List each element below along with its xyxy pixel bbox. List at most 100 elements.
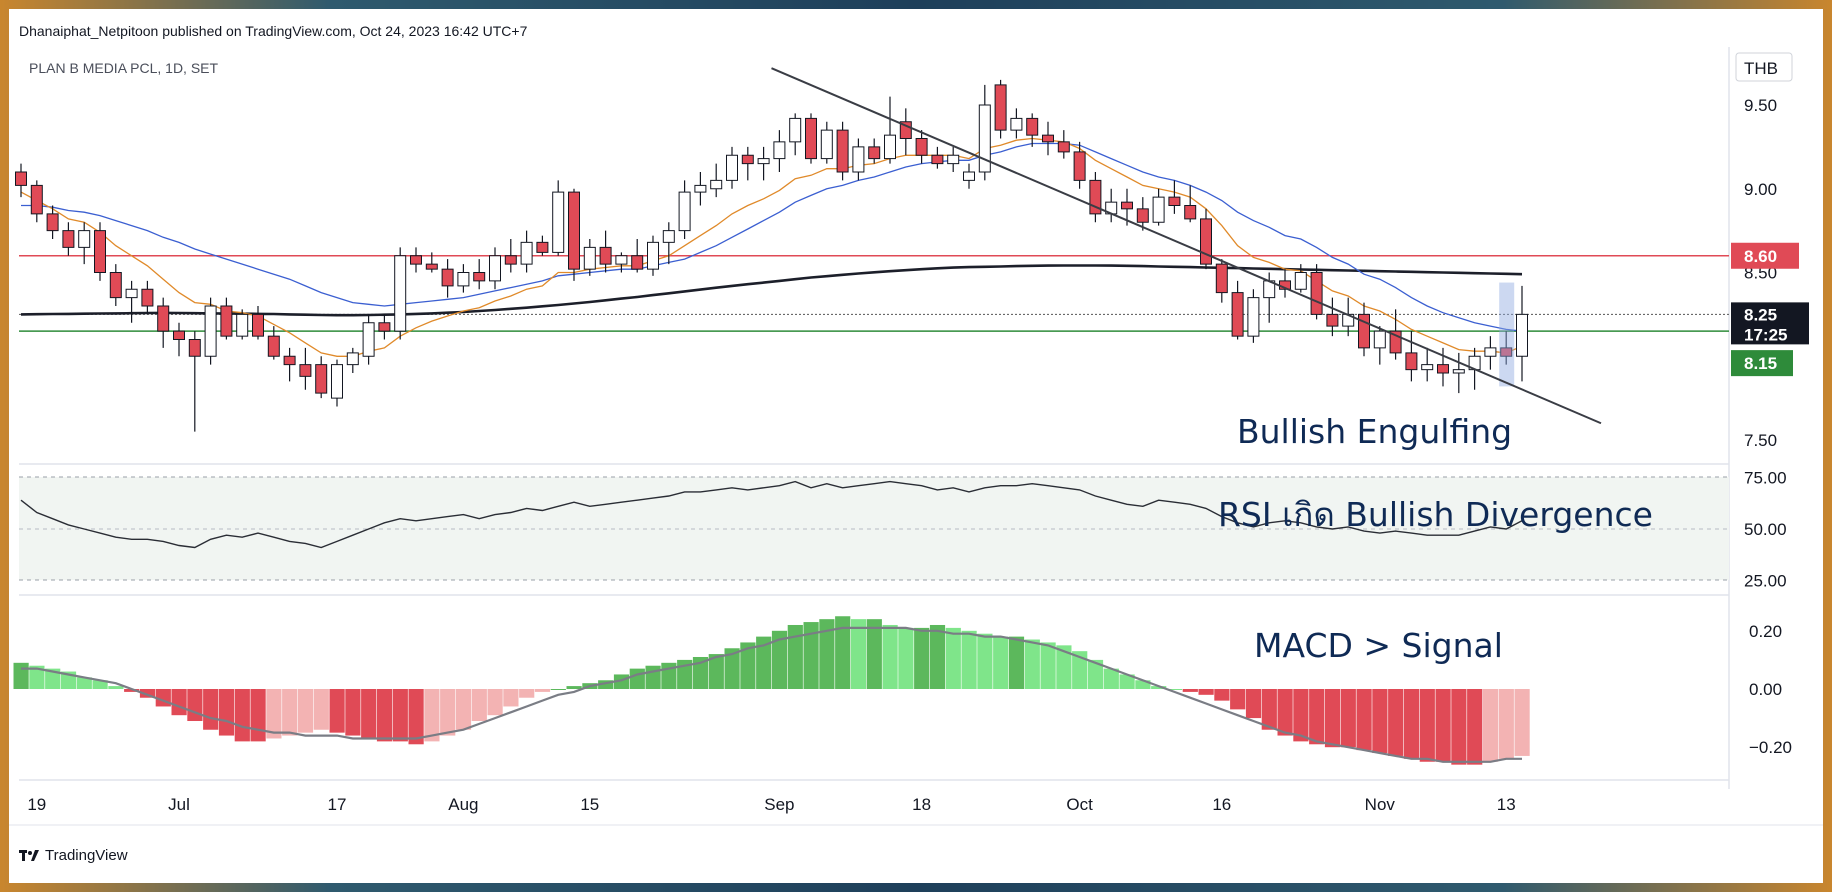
macd-histogram-bar bbox=[945, 627, 961, 689]
macd-histogram-bar bbox=[266, 689, 282, 739]
macd-histogram-bar bbox=[598, 680, 614, 689]
candle-body bbox=[94, 230, 106, 273]
macd-histogram-bar bbox=[203, 689, 219, 730]
time-tick: Oct bbox=[1066, 795, 1093, 814]
candle-body bbox=[1516, 313, 1528, 357]
candle-body bbox=[631, 255, 644, 270]
candle-body bbox=[947, 154, 960, 165]
candle-body bbox=[267, 335, 280, 357]
ema-slow-line bbox=[21, 142, 1523, 332]
moving-averages bbox=[20, 137, 1523, 357]
candle-body bbox=[726, 154, 738, 181]
support-price-tag bbox=[1731, 350, 1793, 377]
macd-ticks: 0.20 0.00 −0.20 bbox=[1749, 622, 1792, 757]
macd-tick: 0.00 bbox=[1749, 680, 1782, 699]
macd-histogram-bar bbox=[171, 689, 187, 716]
candle-body bbox=[899, 121, 912, 139]
candle-body bbox=[694, 184, 707, 193]
candle-body bbox=[931, 154, 944, 165]
candle-body bbox=[109, 272, 122, 299]
macd-histogram-bar bbox=[408, 689, 424, 745]
footer: TradingView bbox=[19, 847, 128, 864]
candle-body bbox=[362, 322, 375, 357]
time-tick: Sep bbox=[764, 795, 794, 814]
macd-histogram-bar bbox=[76, 677, 92, 689]
time-tick: 18 bbox=[912, 795, 931, 814]
macd-tick: 0.20 bbox=[1749, 622, 1782, 641]
macd-histogram-bar bbox=[187, 689, 203, 722]
macd-histogram-bar bbox=[1119, 674, 1135, 689]
symbol-legend[interactable]: PLAN B MEDIA PCL, 1D, SET bbox=[29, 60, 219, 76]
candle-body bbox=[520, 241, 533, 265]
tradingview-brand[interactable]: TradingView bbox=[45, 847, 128, 864]
macd-histogram-bar bbox=[1230, 689, 1246, 710]
macd-histogram-bar bbox=[1182, 689, 1198, 692]
macd-histogram-bar bbox=[45, 668, 61, 689]
macd-histogram-bar bbox=[1435, 689, 1451, 762]
price-ticks: 9.509.008.507.50 bbox=[1744, 96, 1777, 450]
candle-body bbox=[78, 230, 91, 248]
candle-body bbox=[1136, 208, 1149, 223]
macd-histogram-bar bbox=[297, 689, 314, 733]
candle-body bbox=[1089, 179, 1102, 215]
support-price-label: 8.15 bbox=[1744, 354, 1777, 373]
candle-body bbox=[599, 246, 612, 265]
macd-histogram-bar bbox=[1514, 689, 1530, 756]
candle-body bbox=[820, 129, 833, 160]
candles bbox=[15, 79, 1528, 432]
macd-histogram-bar bbox=[1040, 642, 1056, 689]
macd-histogram-bar bbox=[1419, 689, 1435, 762]
candle-body bbox=[15, 171, 27, 186]
candle-body bbox=[1373, 330, 1386, 349]
macd-histogram-bar bbox=[1309, 689, 1325, 745]
last-price-tag bbox=[1731, 302, 1809, 345]
time-tick: 13 bbox=[1497, 795, 1516, 814]
macd-histogram-bar bbox=[1151, 686, 1167, 689]
macd-histogram-bar bbox=[819, 619, 835, 689]
candle-body bbox=[331, 364, 343, 399]
candle-body bbox=[315, 364, 328, 394]
macd-histogram-bar bbox=[724, 648, 740, 689]
currency-box[interactable] bbox=[1735, 52, 1793, 82]
macd-histogram-bar bbox=[282, 689, 298, 736]
macd-histogram-bar bbox=[1340, 689, 1356, 748]
time-tick: 17 bbox=[328, 795, 347, 814]
chart-card: Dhanaiphat_Netpitoon published on Tradin… bbox=[9, 9, 1823, 883]
macd-histogram-bar bbox=[914, 627, 930, 689]
macd-histogram-bar bbox=[771, 630, 788, 689]
candle-body bbox=[1200, 218, 1212, 265]
candle-body bbox=[489, 255, 501, 282]
macd-histogram-bar bbox=[124, 689, 140, 692]
candle-body bbox=[410, 255, 422, 265]
macd-histogram-bar bbox=[487, 689, 503, 716]
candle-body bbox=[536, 241, 549, 253]
candle-body bbox=[220, 305, 233, 337]
countdown-label: 17:25 bbox=[1744, 325, 1787, 344]
macd-pane bbox=[13, 616, 1530, 765]
macd-histogram-bar bbox=[424, 689, 440, 742]
macd-histogram-bar bbox=[250, 689, 266, 742]
time-tick: Aug bbox=[448, 795, 478, 814]
macd-histogram-bar bbox=[756, 636, 772, 689]
macd-histogram-bar bbox=[850, 619, 867, 689]
candle-body bbox=[773, 141, 786, 160]
time-tick: 16 bbox=[1212, 795, 1231, 814]
macd-histogram-bar bbox=[234, 689, 250, 742]
time-axis: 19 Jul 17 Aug 15 Sep 18 Oct 16 Nov 13 bbox=[27, 795, 1515, 814]
macd-histogram-bar bbox=[787, 624, 803, 689]
down-trendline[interactable] bbox=[771, 67, 1602, 425]
last-price-label: 8.25 bbox=[1744, 305, 1777, 324]
macd-histogram-bar bbox=[566, 686, 582, 689]
candle-body bbox=[125, 288, 138, 299]
candle-body bbox=[1452, 369, 1465, 374]
macd-histogram-bar bbox=[471, 689, 487, 722]
macd-histogram-bar bbox=[345, 689, 361, 736]
candle-body bbox=[836, 129, 849, 173]
engulfing-highlight bbox=[1499, 282, 1515, 387]
macd-histogram-bar bbox=[1087, 659, 1104, 689]
resistance-price-tag bbox=[1731, 242, 1799, 269]
chart-svg[interactable]: Bullish Engulfing RSI เกิด Bullish Diver… bbox=[9, 9, 1823, 883]
candle-body bbox=[615, 255, 628, 265]
candle-body bbox=[1437, 364, 1449, 374]
macd-histogram-bar bbox=[866, 619, 882, 689]
